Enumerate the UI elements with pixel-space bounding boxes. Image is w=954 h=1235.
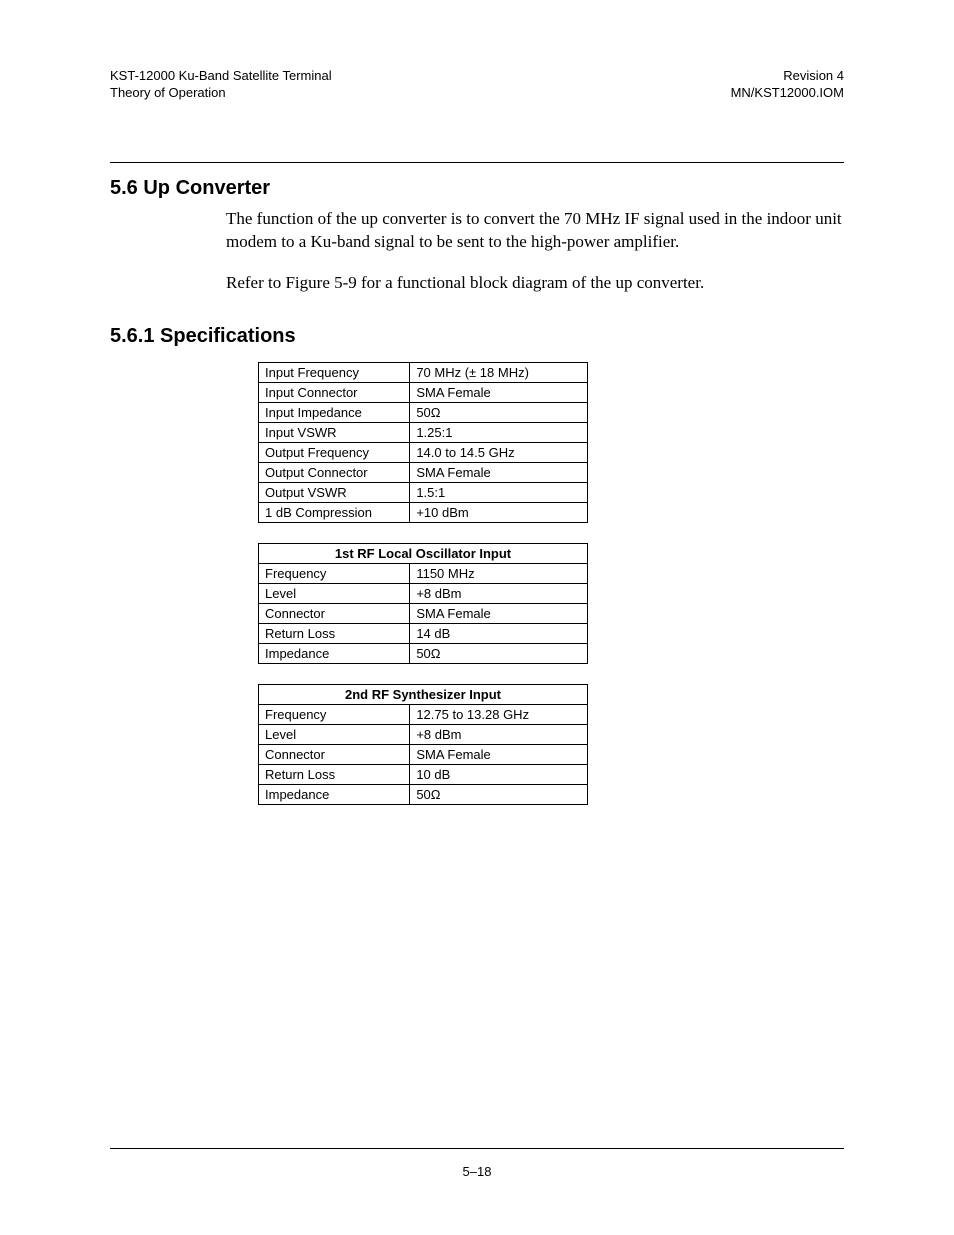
table-header-row: 2nd RF Synthesizer Input (259, 684, 588, 704)
spec-value: 14.0 to 14.5 GHz (410, 442, 588, 462)
spec-table-main: Input Frequency70 MHz (± 18 MHz) Input C… (258, 362, 588, 523)
spec-label: Frequency (259, 563, 410, 583)
spec-value: +8 dBm (410, 583, 588, 603)
spec-value: +8 dBm (410, 724, 588, 744)
spec-value: 1150 MHz (410, 563, 588, 583)
spec-label: Input Frequency (259, 362, 410, 382)
spec-label: Input Impedance (259, 402, 410, 422)
spec-table-synth2: 2nd RF Synthesizer Input Frequency12.75 … (258, 684, 588, 805)
spec-value: +10 dBm (410, 502, 588, 522)
spec-value: 1.5:1 (410, 482, 588, 502)
table-row: Input Frequency70 MHz (± 18 MHz) (259, 362, 588, 382)
table-row: Input Impedance50Ω (259, 402, 588, 422)
spec-value: 50Ω (410, 784, 588, 804)
table-row: Return Loss14 dB (259, 623, 588, 643)
table-header-row: 1st RF Local Oscillator Input (259, 543, 588, 563)
header-right-line1: Revision 4 (731, 68, 844, 85)
spec-label: Return Loss (259, 764, 410, 784)
tables-container: Input Frequency70 MHz (± 18 MHz) Input C… (110, 362, 844, 805)
table-row: Level+8 dBm (259, 583, 588, 603)
spec-label: Input Connector (259, 382, 410, 402)
table-row: Frequency1150 MHz (259, 563, 588, 583)
page-number: 5–18 (0, 1164, 954, 1179)
header-right: Revision 4 MN/KST12000.IOM (731, 68, 844, 102)
spec-label: Impedance (259, 643, 410, 663)
spec-label: Connector (259, 603, 410, 623)
spec-label: Return Loss (259, 623, 410, 643)
table-row: 1 dB Compression+10 dBm (259, 502, 588, 522)
spec-label: Input VSWR (259, 422, 410, 442)
page: KST-12000 Ku-Band Satellite Terminal The… (0, 0, 954, 1235)
table-row: Input VSWR1.25:1 (259, 422, 588, 442)
spec-label: Output Connector (259, 462, 410, 482)
spec-label: Level (259, 724, 410, 744)
spec-label: Level (259, 583, 410, 603)
header-left: KST-12000 Ku-Band Satellite Terminal The… (110, 68, 332, 102)
spec-label: 1 dB Compression (259, 502, 410, 522)
header-rule (110, 162, 844, 163)
table-header: 1st RF Local Oscillator Input (259, 543, 588, 563)
table-row: Output Frequency14.0 to 14.5 GHz (259, 442, 588, 462)
table-header: 2nd RF Synthesizer Input (259, 684, 588, 704)
table-row: Input ConnectorSMA Female (259, 382, 588, 402)
table-row: Frequency12.75 to 13.28 GHz (259, 704, 588, 724)
spec-value: 14 dB (410, 623, 588, 643)
spec-value: SMA Female (410, 744, 588, 764)
table-row: Impedance50Ω (259, 643, 588, 663)
spec-value: 50Ω (410, 643, 588, 663)
spec-label: Connector (259, 744, 410, 764)
spec-value: 50Ω (410, 402, 588, 422)
spec-label: Frequency (259, 704, 410, 724)
spec-table-lo1: 1st RF Local Oscillator Input Frequency1… (258, 543, 588, 664)
table-row: ConnectorSMA Female (259, 744, 588, 764)
footer-rule (110, 1148, 844, 1149)
section-paragraph-1: The function of the up converter is to c… (110, 208, 844, 254)
page-header: KST-12000 Ku-Band Satellite Terminal The… (110, 68, 844, 102)
subsection-heading: 5.6.1 Specifications (110, 325, 844, 348)
spec-label: Output VSWR (259, 482, 410, 502)
spec-value: 12.75 to 13.28 GHz (410, 704, 588, 724)
spec-value: SMA Female (410, 382, 588, 402)
spec-value: 10 dB (410, 764, 588, 784)
spec-value: 1.25:1 (410, 422, 588, 442)
table-row: Output ConnectorSMA Female (259, 462, 588, 482)
header-left-line2: Theory of Operation (110, 85, 332, 102)
table-row: Impedance50Ω (259, 784, 588, 804)
spec-label: Impedance (259, 784, 410, 804)
spec-label: Output Frequency (259, 442, 410, 462)
table-row: Return Loss10 dB (259, 764, 588, 784)
table-row: ConnectorSMA Female (259, 603, 588, 623)
section-heading: 5.6 Up Converter (110, 177, 844, 200)
header-left-line1: KST-12000 Ku-Band Satellite Terminal (110, 68, 332, 85)
spec-value: SMA Female (410, 462, 588, 482)
section-paragraph-2: Refer to Figure 5-9 for a functional blo… (110, 272, 844, 295)
spec-value: SMA Female (410, 603, 588, 623)
spec-value: 70 MHz (± 18 MHz) (410, 362, 588, 382)
header-right-line2: MN/KST12000.IOM (731, 85, 844, 102)
table-row: Level+8 dBm (259, 724, 588, 744)
table-row: Output VSWR1.5:1 (259, 482, 588, 502)
